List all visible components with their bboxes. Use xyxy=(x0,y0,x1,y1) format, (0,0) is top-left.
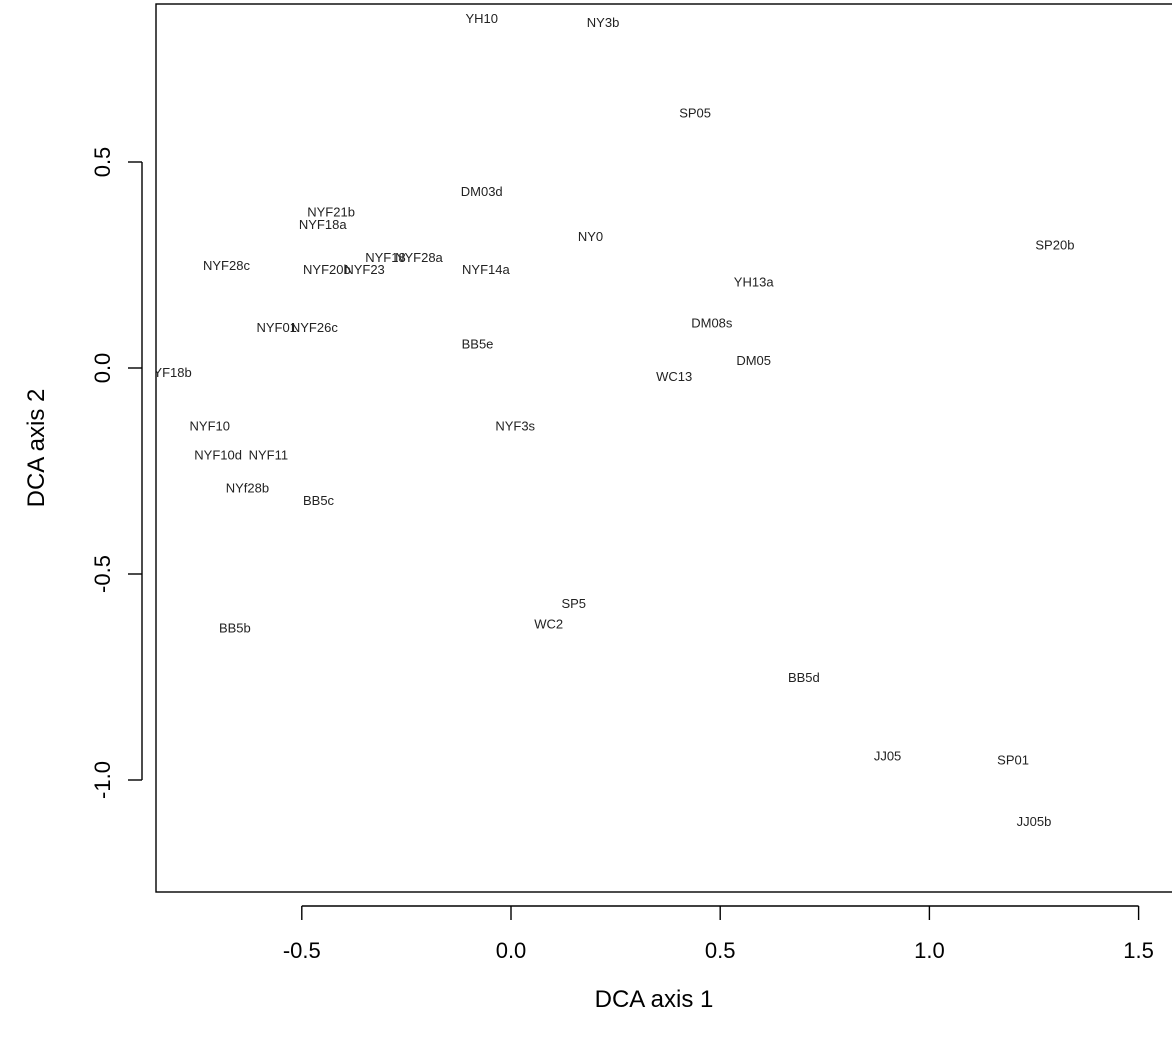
point-label-nyf18: NYF18 xyxy=(365,250,405,265)
x-axis: -0.5 0.0 0.5 1.0 1.5 xyxy=(283,905,1154,963)
point-label-bb5e: BB5e xyxy=(462,336,494,351)
point-label-nyf01: NYF01 xyxy=(256,320,296,335)
y-axis-label: DCA axis 2 xyxy=(23,389,50,508)
x-axis-label: DCA axis 1 xyxy=(595,986,714,1013)
point-label-sp05: SP05 xyxy=(679,106,711,121)
x-tick-label: 1.0 xyxy=(914,938,945,963)
point-label-jj05b: JJ05b xyxy=(1017,814,1052,829)
point-label-jj05: JJ05 xyxy=(874,748,901,763)
point-label-nyf14a: NYF14a xyxy=(462,262,510,277)
point-label-yh13a: YH13a xyxy=(734,274,775,289)
point-label-nyf18b: NYF18b xyxy=(144,365,192,380)
x-tick-label: 0.0 xyxy=(496,938,527,963)
point-label-nyf10d: NYF10d xyxy=(194,448,242,463)
point-label-nyf20b: NYF20b xyxy=(303,262,351,277)
plot-frame xyxy=(155,3,1172,893)
point-label-bb5d: BB5d xyxy=(788,670,820,685)
point-label-sp20b: SP20b xyxy=(1035,237,1074,252)
point-label-nyf11: NYF11 xyxy=(249,448,289,463)
x-tick-label: 0.5 xyxy=(705,938,736,963)
y-tick-label: 0.5 xyxy=(90,147,115,178)
point-label-dm08s: DM08s xyxy=(691,316,733,331)
y-tick-label: -0.5 xyxy=(90,555,115,593)
point-label-nyf10: NYF10 xyxy=(190,419,230,434)
point-label-nyf28a: NYF28a xyxy=(395,250,443,265)
x-tick-label: -0.5 xyxy=(283,938,321,963)
point-label-yh10: YH10 xyxy=(465,11,498,26)
point-label-wc13: WC13 xyxy=(656,369,692,384)
point-label-nyf28c: NYF28c xyxy=(203,258,250,273)
point-label-wc2: WC2 xyxy=(534,616,563,631)
point-label-ny3b: NY3b xyxy=(587,15,620,30)
point-label-ny0: NY0 xyxy=(578,229,603,244)
point-label-sp5: SP5 xyxy=(561,596,586,611)
point-label-nyf3s: NYF3s xyxy=(495,419,535,434)
point-label-nyf23: NYF23 xyxy=(344,262,384,277)
y-tick-label: 0.0 xyxy=(90,353,115,384)
x-tick-label: 1.5 xyxy=(1123,938,1154,963)
point-label-nyf18a: NYF18a xyxy=(299,217,347,232)
point-label-bb5b: BB5b xyxy=(219,621,251,636)
point-label-bb5c: BB5c xyxy=(303,493,335,508)
point-label-dm03d: DM03d xyxy=(461,184,503,199)
y-tick-label: -1.0 xyxy=(90,761,115,799)
point-label-nyf28b: NYf28b xyxy=(226,480,269,495)
y-axis: -1.0 -0.5 0.0 0.5 xyxy=(90,147,143,799)
point-label-nyf26c: NYF26c xyxy=(291,320,338,335)
point-label-sp01: SP01 xyxy=(997,752,1029,767)
point-label-nyf21b: NYF21b xyxy=(307,204,355,219)
point-label-dm05: DM05 xyxy=(736,353,771,368)
